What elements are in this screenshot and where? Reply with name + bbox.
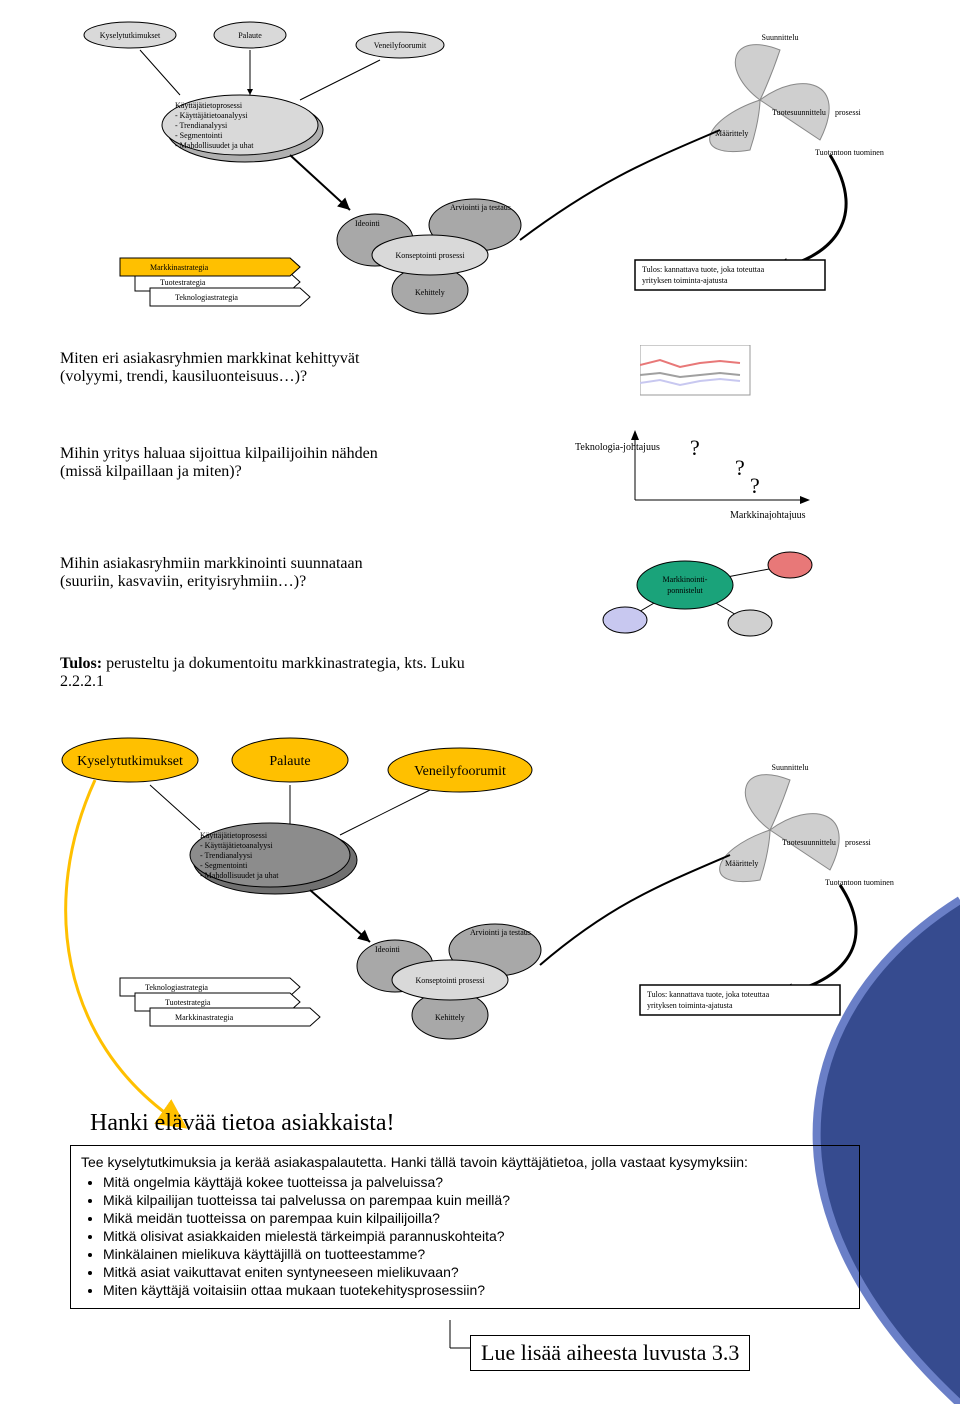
scatter-xlabel: Markkinajohtajuus	[730, 510, 806, 520]
mini-line-chart	[640, 345, 770, 405]
tulos-line1: Tulos: kannattava tuote, joka toteuttaa	[642, 265, 765, 274]
paragraph-3: Mihin asiakasryhmiin markkinointi suunna…	[60, 555, 390, 591]
q-item: Mitkä olisivat asiakkaiden mielestä tärk…	[103, 1228, 849, 1244]
node-teknologia: Teknologiastrategia	[175, 293, 238, 302]
node-prosessi: prosessi	[835, 108, 862, 117]
tulos-line2: yrityksen toiminta-ajatusta	[642, 276, 728, 285]
node-ideointi: Ideointi	[355, 219, 381, 228]
node-arviointi: Arviointi ja testaus	[450, 203, 511, 212]
q-item: Minkälainen mielikuva käyttäjillä on tuo…	[103, 1246, 849, 1262]
node-tuote: Tuotestrategia	[160, 278, 206, 287]
bottom-heading: Hanki elävää tietoa asiakkaista!	[90, 1110, 395, 1137]
page: Kyselytutkimukset Palaute Veneilyfoorumi…	[0, 0, 960, 1404]
node-suunnittelu: Suunnittelu	[762, 33, 799, 42]
scatter-ylabel: Teknologia-johtajuus	[575, 442, 660, 453]
paragraph-2: Mihin yritys haluaa sijoittua kilpailijo…	[60, 445, 390, 481]
q-item: Mikä meidän tuotteissa on parempaa kuin …	[103, 1210, 849, 1226]
questions-list: Mitä ongelmia käyttäjä kokee tuotteissa …	[81, 1174, 849, 1298]
svg-text:?: ?	[750, 473, 760, 498]
svg-text:Markkinointi-: Markkinointi-	[663, 575, 708, 584]
strategy-stack: Markkinastrategia Tuotestrategia Teknolo…	[120, 258, 310, 306]
readmore-box: Lue lisää aiheesta luvusta 3.3	[470, 1335, 750, 1371]
questions-intro: Tee kyselytutkimuksia ja kerää asiakaspa…	[81, 1154, 849, 1170]
questions-box: Tee kyselytutkimuksia ja kerää asiakaspa…	[70, 1145, 860, 1309]
yellow-arrow	[0, 720, 960, 1170]
node-konseptointi: Konseptointi prosessi	[395, 251, 465, 260]
svg-text:?: ?	[690, 435, 700, 460]
q-item: Miten käyttäjä voitaisiin ottaa mukaan t…	[103, 1282, 849, 1298]
q-item: Mikä kilpailijan tuotteissa tai palvelus…	[103, 1192, 849, 1208]
q-item: Mitkä asiat vaikuttavat eniten syntynees…	[103, 1264, 849, 1280]
scatter-chart: Teknologia-johtajuus Markkinajohtajuus ?…	[575, 430, 835, 520]
paragraph-1: Miten eri asiakasryhmien markkinat kehit…	[60, 350, 420, 386]
cloud-line-3: - Segmentointi	[175, 131, 223, 140]
node-tuotesuunnittelu: Tuotesuunnittelu	[772, 108, 826, 117]
node-kysely: Kyselytutkimukset	[100, 31, 161, 40]
svg-text:?: ?	[735, 455, 745, 480]
node-veneily: Veneilyfoorumit	[374, 41, 427, 50]
cloud-line-2: - Trendianalyysi	[175, 121, 228, 130]
top-diagram: Kyselytutkimukset Palaute Veneilyfoorumi…	[0, 0, 960, 330]
svg-text:Markkinastrategia: Markkinastrategia	[150, 263, 209, 272]
cloud-line-1: - Käyttäjätietoanalyysi	[175, 111, 248, 120]
cloud-line-4: - Mahdollisuudet ja uhat	[175, 141, 254, 150]
node-tuotantoon: Tuotantoon tuominen	[815, 148, 884, 157]
svg-text:ponnistelut: ponnistelut	[667, 586, 703, 595]
q-item: Mitä ongelmia käyttäjä kokee tuotteissa …	[103, 1174, 849, 1190]
bubble-network: Markkinointi- ponnistelut	[590, 545, 850, 645]
paragraph-4: Tulos: perusteltu ja dokumentoitu markki…	[60, 655, 490, 691]
node-kehittely: Kehittely	[415, 288, 445, 297]
cloud-line-0: Käyttäjätietoprosessi	[175, 101, 243, 110]
node-palaute: Palaute	[238, 31, 262, 40]
